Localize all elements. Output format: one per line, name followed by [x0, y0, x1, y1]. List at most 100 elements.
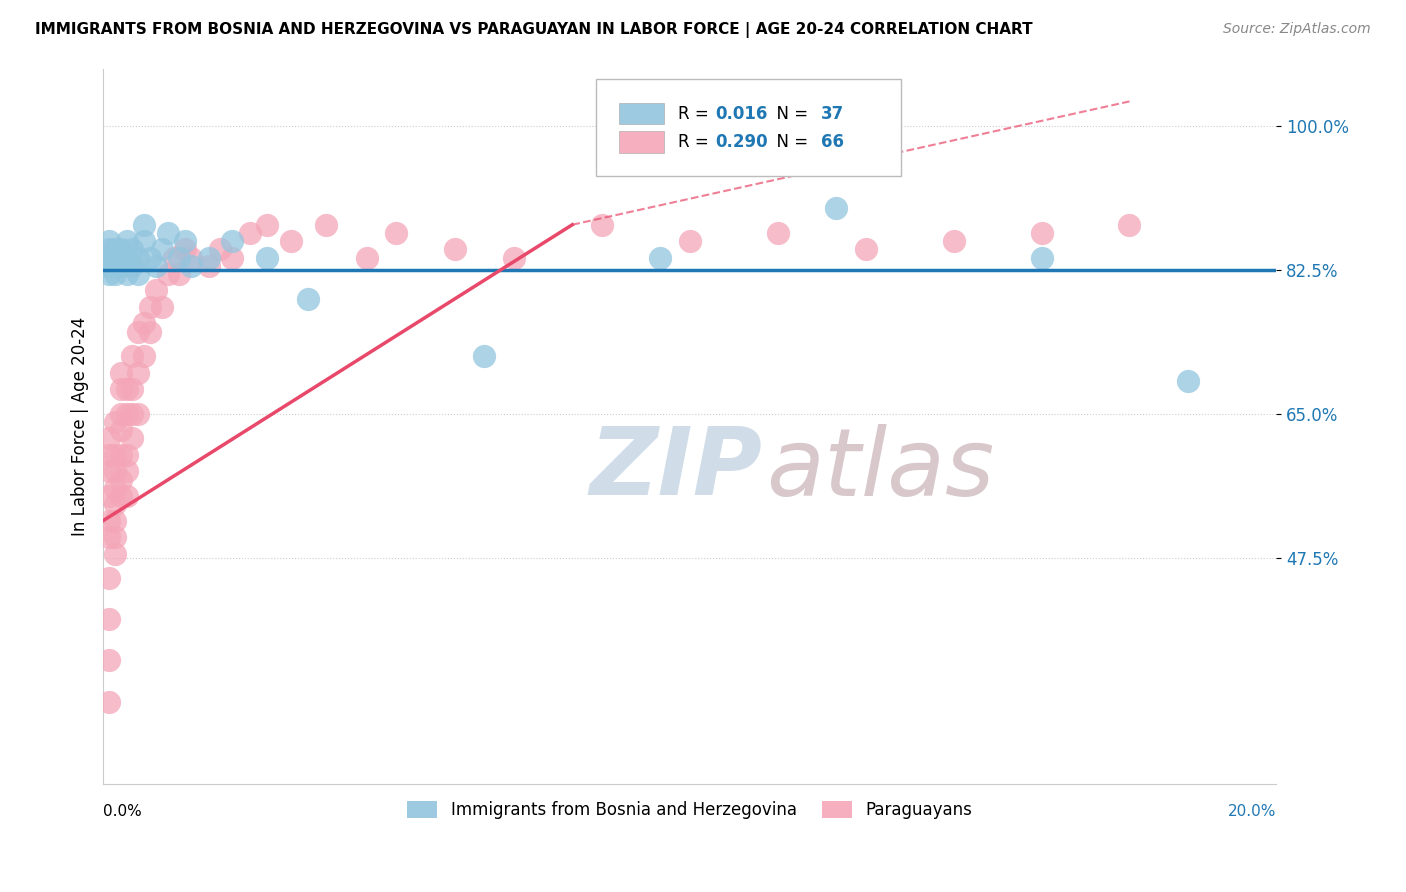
Point — [121, 243, 143, 257]
Legend: Immigrants from Bosnia and Herzegovina, Paraguayans: Immigrants from Bosnia and Herzegovina, … — [401, 794, 979, 825]
Point — [110, 407, 132, 421]
Point — [134, 218, 156, 232]
Text: N =: N = — [766, 104, 813, 122]
Point — [110, 473, 132, 487]
Point — [650, 251, 672, 265]
Point — [145, 259, 167, 273]
Point — [197, 259, 219, 273]
Point — [280, 234, 302, 248]
Point — [115, 382, 138, 396]
Point — [197, 251, 219, 265]
Point — [104, 267, 127, 281]
Point — [110, 489, 132, 503]
Point — [115, 251, 138, 265]
Point — [239, 226, 262, 240]
Point — [221, 234, 243, 248]
Point — [256, 218, 278, 232]
Text: 20.0%: 20.0% — [1227, 805, 1277, 819]
Point — [98, 267, 121, 281]
Text: N =: N = — [766, 133, 813, 151]
Point — [98, 243, 121, 257]
Point — [134, 349, 156, 363]
Point — [766, 226, 789, 240]
Point — [110, 448, 132, 462]
Bar — [619, 103, 664, 124]
Point — [121, 349, 143, 363]
Point — [356, 251, 378, 265]
Point — [825, 201, 848, 215]
Point — [98, 234, 121, 248]
Point — [1031, 226, 1053, 240]
Text: R =: R = — [678, 133, 714, 151]
Point — [110, 423, 132, 437]
Text: 0.0%: 0.0% — [103, 805, 142, 819]
Point — [98, 489, 121, 503]
Point — [98, 653, 121, 667]
Point — [110, 382, 132, 396]
Point — [115, 489, 138, 503]
Point — [1031, 251, 1053, 265]
Point — [139, 325, 162, 339]
Point — [139, 300, 162, 314]
Point — [942, 234, 965, 248]
Point — [104, 448, 127, 462]
Point — [134, 234, 156, 248]
Point — [127, 267, 149, 281]
Point — [169, 267, 191, 281]
Point — [98, 612, 121, 626]
Point — [121, 432, 143, 446]
Point — [115, 448, 138, 462]
Point — [472, 349, 495, 363]
Point — [385, 226, 408, 240]
Point — [104, 481, 127, 495]
Text: 37: 37 — [821, 104, 844, 122]
Bar — [619, 131, 664, 153]
Text: R =: R = — [678, 104, 714, 122]
Text: ZIP: ZIP — [591, 423, 763, 515]
Point — [180, 259, 202, 273]
Point — [104, 514, 127, 528]
Point — [169, 251, 191, 265]
Point — [98, 514, 121, 528]
Point — [855, 243, 877, 257]
Point — [98, 432, 121, 446]
Point — [502, 251, 524, 265]
Point — [297, 292, 319, 306]
Point — [678, 234, 700, 248]
Point — [591, 218, 613, 232]
Text: 0.290: 0.290 — [716, 133, 768, 151]
Point — [150, 300, 173, 314]
Point — [315, 218, 337, 232]
Point — [134, 317, 156, 331]
Point — [127, 407, 149, 421]
Point — [1177, 374, 1199, 388]
Point — [156, 226, 179, 240]
Point — [104, 243, 127, 257]
Point — [110, 366, 132, 380]
Text: IMMIGRANTS FROM BOSNIA AND HERZEGOVINA VS PARAGUAYAN IN LABOR FORCE | AGE 20-24 : IMMIGRANTS FROM BOSNIA AND HERZEGOVINA V… — [35, 22, 1033, 38]
Point — [104, 497, 127, 511]
Point — [110, 259, 132, 273]
Point — [115, 234, 138, 248]
Point — [174, 234, 197, 248]
Point — [104, 464, 127, 478]
Y-axis label: In Labor Force | Age 20-24: In Labor Force | Age 20-24 — [72, 317, 89, 536]
Point — [98, 259, 121, 273]
Point — [98, 694, 121, 708]
Point — [98, 571, 121, 585]
Point — [115, 267, 138, 281]
Point — [121, 382, 143, 396]
Point — [444, 243, 467, 257]
Point — [115, 407, 138, 421]
Point — [104, 547, 127, 561]
Point — [98, 464, 121, 478]
Text: 0.016: 0.016 — [716, 104, 768, 122]
Point — [110, 251, 132, 265]
Point — [127, 251, 149, 265]
Point — [150, 243, 173, 257]
Point — [162, 251, 184, 265]
Point — [221, 251, 243, 265]
Point — [110, 243, 132, 257]
Point — [1118, 218, 1140, 232]
Point — [127, 325, 149, 339]
